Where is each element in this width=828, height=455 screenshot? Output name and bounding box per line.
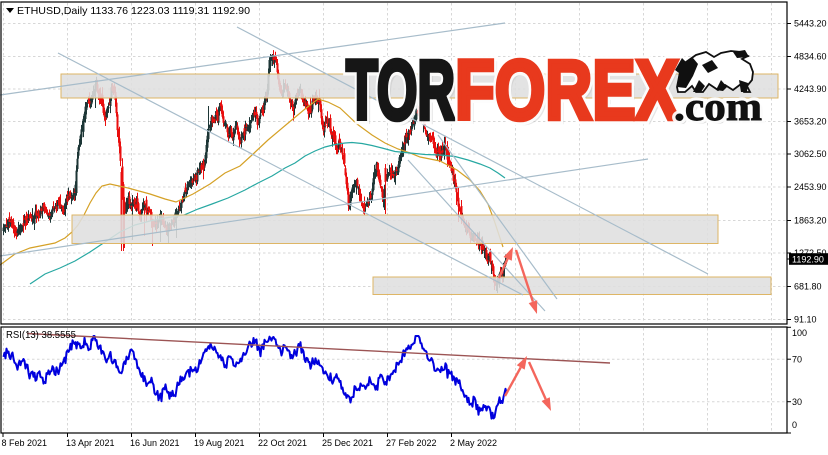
svg-text:0: 0 <box>792 420 797 430</box>
svg-text:FOREX: FOREX <box>455 43 679 137</box>
svg-text:681.80: 681.80 <box>794 282 822 292</box>
svg-text:4243.90: 4243.90 <box>794 84 827 94</box>
svg-text:30: 30 <box>792 397 802 407</box>
svg-text:19 Aug 2021: 19 Aug 2021 <box>194 438 245 448</box>
svg-text:4834.60: 4834.60 <box>794 52 827 62</box>
svg-text:FOREX: FOREX <box>458 46 682 140</box>
svg-text:2453.90: 2453.90 <box>794 182 827 192</box>
svg-text:91.10: 91.10 <box>794 315 817 325</box>
svg-text:TOR: TOR <box>346 43 455 137</box>
svg-text:ETHUSD,Daily 1133.76 1223.03: ETHUSD,Daily 1133.76 1223.03 1119.31 119… <box>17 5 250 17</box>
svg-text:TOR: TOR <box>349 46 458 140</box>
svg-text:16 Jun 2021: 16 Jun 2021 <box>130 438 180 448</box>
svg-text:3062.50: 3062.50 <box>794 149 827 159</box>
svg-text:8 Feb 2021: 8 Feb 2021 <box>2 438 48 448</box>
svg-text:5443.20: 5443.20 <box>794 19 827 29</box>
svg-text:22 Oct 2021: 22 Oct 2021 <box>258 438 307 448</box>
svg-text:3653.20: 3653.20 <box>794 117 827 127</box>
svg-text:.com: .com <box>677 87 765 132</box>
svg-text:2 May 2022: 2 May 2022 <box>450 438 497 448</box>
svg-text:70: 70 <box>792 354 802 364</box>
svg-text:25 Dec 2021: 25 Dec 2021 <box>322 438 373 448</box>
svg-text:RSI(13) 38.5555: RSI(13) 38.5555 <box>6 330 76 341</box>
svg-text:1863.20: 1863.20 <box>794 216 827 226</box>
svg-text:27 Feb 2022: 27 Feb 2022 <box>386 438 437 448</box>
svg-text:1192.90: 1192.90 <box>792 254 824 264</box>
svg-text:100: 100 <box>792 328 807 338</box>
svg-text:FOREX: FOREX <box>455 43 679 137</box>
svg-text:TOR: TOR <box>346 43 455 137</box>
svg-text:13 Apr 2021: 13 Apr 2021 <box>66 438 115 448</box>
